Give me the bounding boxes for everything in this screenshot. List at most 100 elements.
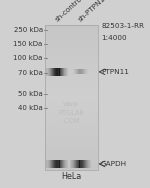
Bar <box>45 153 98 156</box>
Bar <box>45 136 98 139</box>
Bar <box>45 76 98 78</box>
Bar <box>59 68 60 76</box>
Bar <box>82 69 83 74</box>
Text: sh-PTPN11: sh-PTPN11 <box>77 0 110 23</box>
Bar <box>77 160 78 168</box>
Bar <box>45 117 98 120</box>
Bar <box>45 127 98 129</box>
Bar <box>45 49 98 52</box>
Bar <box>49 160 50 168</box>
Text: 50 kDa: 50 kDa <box>18 91 43 97</box>
Bar <box>66 68 67 76</box>
Bar <box>85 160 86 168</box>
Bar <box>45 52 98 54</box>
Bar <box>47 68 48 76</box>
Bar <box>75 69 76 74</box>
Bar <box>45 86 98 88</box>
Bar <box>45 155 98 158</box>
Bar <box>84 160 85 168</box>
Bar <box>83 69 84 74</box>
Bar <box>86 69 87 74</box>
Bar <box>85 69 86 74</box>
Bar <box>63 68 64 76</box>
Bar <box>76 69 77 74</box>
Bar <box>45 90 98 93</box>
Bar <box>53 160 54 168</box>
Bar <box>45 151 98 153</box>
Text: 150 kDa: 150 kDa <box>14 41 43 47</box>
Text: 250 kDa: 250 kDa <box>14 27 43 33</box>
Bar <box>45 64 98 66</box>
Text: PTPN11: PTPN11 <box>101 69 129 75</box>
Bar <box>54 160 55 168</box>
Bar <box>45 105 98 107</box>
Bar <box>80 160 81 168</box>
Bar <box>71 160 72 168</box>
Bar <box>45 88 98 90</box>
Text: 40 kDa: 40 kDa <box>18 105 43 111</box>
Bar <box>45 160 98 163</box>
Bar <box>57 160 58 168</box>
Bar <box>85 160 86 168</box>
Text: 82503-1-RR: 82503-1-RR <box>101 24 144 30</box>
Bar <box>45 71 98 74</box>
Bar <box>76 160 77 168</box>
Bar <box>89 160 90 168</box>
Bar <box>62 160 63 168</box>
Bar <box>65 160 66 168</box>
Bar <box>57 68 58 76</box>
Bar <box>61 68 62 76</box>
Bar <box>45 112 98 115</box>
Bar <box>82 69 83 74</box>
Bar <box>73 160 74 168</box>
Bar <box>62 68 63 76</box>
Bar <box>56 160 57 168</box>
Bar <box>45 45 98 47</box>
Bar <box>45 100 98 103</box>
Bar <box>80 69 81 74</box>
Bar <box>59 160 60 168</box>
Bar <box>46 68 47 76</box>
Bar <box>45 74 98 76</box>
Bar <box>67 68 68 76</box>
Bar <box>51 68 52 76</box>
Bar <box>45 129 98 132</box>
Bar <box>49 68 50 76</box>
Bar <box>52 160 53 168</box>
Bar <box>64 68 65 76</box>
Bar <box>77 69 78 74</box>
Bar <box>53 68 54 76</box>
Bar <box>45 30 98 33</box>
Bar <box>45 40 98 42</box>
Bar <box>45 47 98 49</box>
Bar <box>85 69 86 74</box>
Bar <box>64 160 65 168</box>
Bar <box>45 165 98 168</box>
Text: 1:4000: 1:4000 <box>101 35 127 41</box>
Bar <box>45 141 98 144</box>
Bar <box>56 68 57 76</box>
Bar <box>45 119 98 122</box>
Bar <box>48 160 49 168</box>
Bar <box>55 68 56 76</box>
Bar <box>45 148 98 151</box>
Bar <box>83 160 84 168</box>
Bar <box>45 54 98 57</box>
Bar <box>82 160 83 168</box>
Bar <box>45 25 98 28</box>
Bar <box>74 69 75 74</box>
Bar <box>45 146 98 149</box>
Bar <box>45 93 98 95</box>
Bar <box>45 143 98 146</box>
Bar <box>45 28 98 30</box>
Bar <box>78 69 79 74</box>
Bar <box>45 35 98 37</box>
Bar <box>70 160 71 168</box>
Text: 70 kDa: 70 kDa <box>18 70 43 76</box>
Bar <box>79 69 80 74</box>
Bar <box>48 68 49 76</box>
Bar <box>45 57 98 59</box>
Bar <box>45 98 98 100</box>
Bar <box>72 160 73 168</box>
Text: HeLa: HeLa <box>61 172 81 181</box>
